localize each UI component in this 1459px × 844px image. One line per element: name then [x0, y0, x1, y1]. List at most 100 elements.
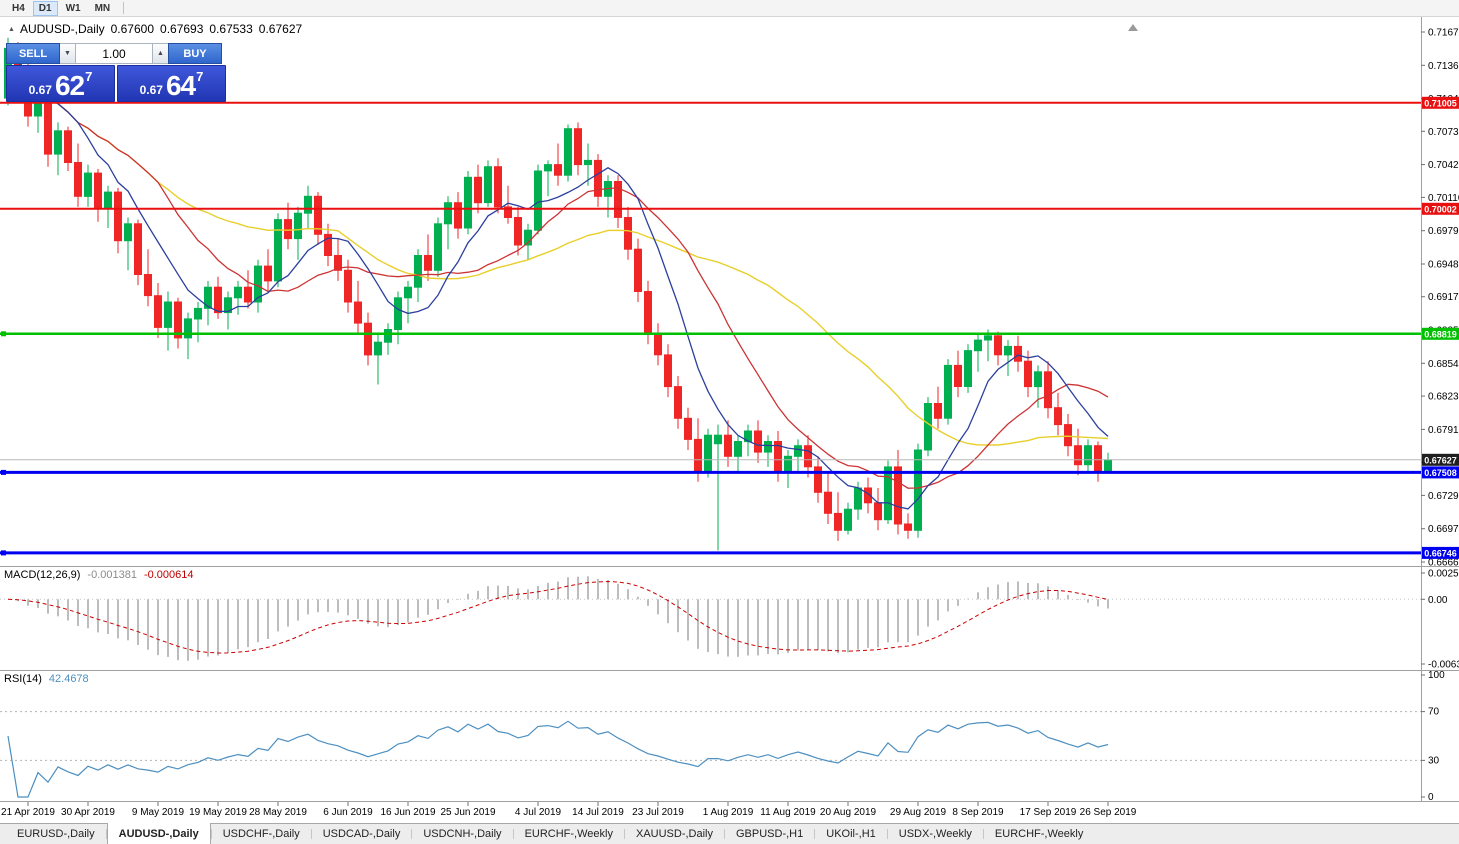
svg-text:0.66746: 0.66746 [1424, 548, 1457, 558]
chart-shift-marker[interactable] [1128, 24, 1138, 31]
svg-text:0.67915: 0.67915 [1428, 425, 1459, 436]
svg-text:0.67627: 0.67627 [1424, 455, 1457, 465]
toolbar-separator [123, 2, 125, 14]
svg-text:14 Jul 2019: 14 Jul 2019 [572, 807, 624, 818]
chart-tab-usdchf-daily[interactable]: USDCHF-,Daily [222, 828, 300, 840]
svg-text:20 Aug 2019: 20 Aug 2019 [820, 807, 877, 818]
chart-tab-eurchf-weekly[interactable]: EURCHF-,Weekly [524, 828, 613, 840]
svg-text:6 Jun 2019: 6 Jun 2019 [323, 807, 373, 818]
svg-text:0.70735: 0.70735 [1428, 127, 1459, 138]
level-handle[interactable] [1, 550, 6, 556]
svg-text:11 Aug 2019: 11 Aug 2019 [760, 807, 816, 818]
rsi-name: RSI(14) [4, 673, 42, 685]
svg-text:16 Jun 2019: 16 Jun 2019 [380, 807, 435, 818]
svg-text:21 Apr 2019: 21 Apr 2019 [1, 807, 55, 818]
macd-signal-value: -0.000614 [143, 569, 194, 581]
svg-text:17 Sep 2019: 17 Sep 2019 [1020, 807, 1077, 818]
chart-close-value: 0.67627 [258, 22, 303, 36]
ma-fast-line [7, 47, 1109, 510]
rsi-indicator-label: RSI(14) 42.4678 [4, 673, 96, 685]
tab-separator [411, 829, 413, 839]
chart-tab-audusd-daily[interactable]: AUDUSD-,Daily [106, 823, 211, 844]
svg-text:0.002574: 0.002574 [1428, 569, 1459, 580]
buy-price-prefix: 0.67 [139, 83, 163, 97]
svg-text:29 Aug 2019: 29 Aug 2019 [890, 807, 947, 818]
svg-text:26 Sep 2019: 26 Sep 2019 [1080, 807, 1137, 818]
svg-text:0.69795: 0.69795 [1428, 226, 1459, 237]
svg-text:1 Aug 2019: 1 Aug 2019 [703, 807, 754, 818]
chart-tab-xauusd-daily[interactable]: XAUUSD-,Daily [635, 828, 713, 840]
svg-text:8 Sep 2019: 8 Sep 2019 [952, 807, 1004, 818]
svg-text:30: 30 [1428, 755, 1440, 766]
price-tag-0.67627: 0.67627 [1422, 453, 1459, 466]
tab-separator [724, 829, 725, 839]
tab-separator [623, 829, 625, 839]
chart-tab-usdcad-daily[interactable]: USDCAD-,Daily [322, 828, 401, 840]
chart-high-value: 0.67693 [160, 22, 204, 36]
collapse-chart-icon[interactable]: ▲ [8, 25, 15, 33]
tab-separator [105, 829, 107, 839]
tab-separator [512, 829, 514, 839]
macd-name: MACD(12,26,9) [4, 569, 81, 581]
tab-separator [310, 829, 312, 839]
macd-histogram [17, 576, 1109, 661]
svg-text:9 May 2019: 9 May 2019 [132, 807, 185, 818]
timeframe-button-h4[interactable]: H4 [6, 1, 31, 16]
tab-separator [210, 829, 212, 839]
tab-separator [982, 829, 984, 839]
timeframe-button-mn[interactable]: MN [89, 1, 117, 16]
macd-signal-line [7, 580, 1109, 654]
buy-price-big-digits: 64 [165, 70, 196, 101]
price-chart-canvas[interactable]: 0.716750.713600.710450.707350.704200.701… [0, 17, 1459, 823]
ma-slow-line [7, 47, 1109, 446]
chart-symbol-label: AUDUSD-,Daily [19, 22, 105, 36]
timeframe-button-w1[interactable]: W1 [60, 1, 87, 16]
sell-price-big-digits: 62 [54, 70, 85, 101]
svg-text:23 Jul 2019: 23 Jul 2019 [632, 807, 684, 818]
chart-tab-gbpusd-h1[interactable]: GBPUSD-,H1 [736, 828, 804, 840]
price-tag-0.70002: 0.70002 [1422, 202, 1459, 215]
chart-tab-usdcnh-daily[interactable]: USDCNH-,Daily [423, 828, 502, 840]
svg-text:25 Jun 2019: 25 Jun 2019 [440, 807, 495, 818]
buy-price-button[interactable]: 0.67 64 7 [117, 65, 226, 102]
chart-tab-usdx-weekly[interactable]: USDX-,Weekly [898, 828, 972, 840]
svg-text:0.67508: 0.67508 [1424, 468, 1457, 478]
volume-decrease-button[interactable]: ▼ [60, 43, 75, 64]
level-handle[interactable] [1, 331, 6, 337]
svg-text:4 Jul 2019: 4 Jul 2019 [515, 807, 562, 818]
chart-tab-eurusd-daily[interactable]: EURUSD-,Daily [17, 828, 95, 840]
timeframe-toolbar: H4 D1 W1 MN [0, 0, 1459, 17]
svg-text:0.71675: 0.71675 [1428, 28, 1459, 39]
timeframe-button-d1[interactable]: D1 [32, 0, 58, 16]
tab-separator [814, 829, 816, 839]
chart-tab-eurchf-weekly[interactable]: EURCHF-,Weekly [994, 828, 1084, 840]
rsi-line [7, 720, 1109, 798]
svg-text:70: 70 [1428, 707, 1440, 718]
sell-price-pip-digit: 7 [85, 69, 93, 84]
macd-indicator-label: MACD(12,26,9) -0.001381 -0.000614 [4, 569, 201, 581]
chart-low-value: 0.67533 [209, 22, 253, 36]
price-tag-0.71005: 0.71005 [1422, 96, 1459, 109]
level-handle[interactable] [1, 469, 6, 475]
date-axis[interactable]: 21 Apr 2019 30 Apr 2019 9 May 2019 19 May 2… [1, 802, 1137, 818]
volume-input[interactable] [75, 43, 153, 64]
price-tag-0.68819: 0.68819 [1422, 327, 1459, 340]
svg-text:0: 0 [1428, 792, 1434, 803]
sell-price-prefix: 0.67 [28, 83, 52, 97]
volume-increase-button[interactable]: ▲ [153, 43, 168, 64]
chart-title-overlay: ▲ AUDUSD-,Daily 0.67600 0.67693 0.67533 … [8, 22, 302, 36]
macd-main-value: -0.001381 [87, 569, 137, 581]
buy-price-pip-digit: 7 [196, 69, 204, 84]
chart-tab-ukoil-h1[interactable]: UKOil-,H1 [826, 828, 876, 840]
buy-button[interactable]: BUY [168, 43, 222, 64]
sell-button[interactable]: SELL [6, 43, 60, 64]
svg-text:28 May 2019: 28 May 2019 [249, 807, 307, 818]
sell-price-button[interactable]: 0.67 62 7 [6, 65, 115, 102]
svg-text:19 May 2019: 19 May 2019 [189, 807, 247, 818]
